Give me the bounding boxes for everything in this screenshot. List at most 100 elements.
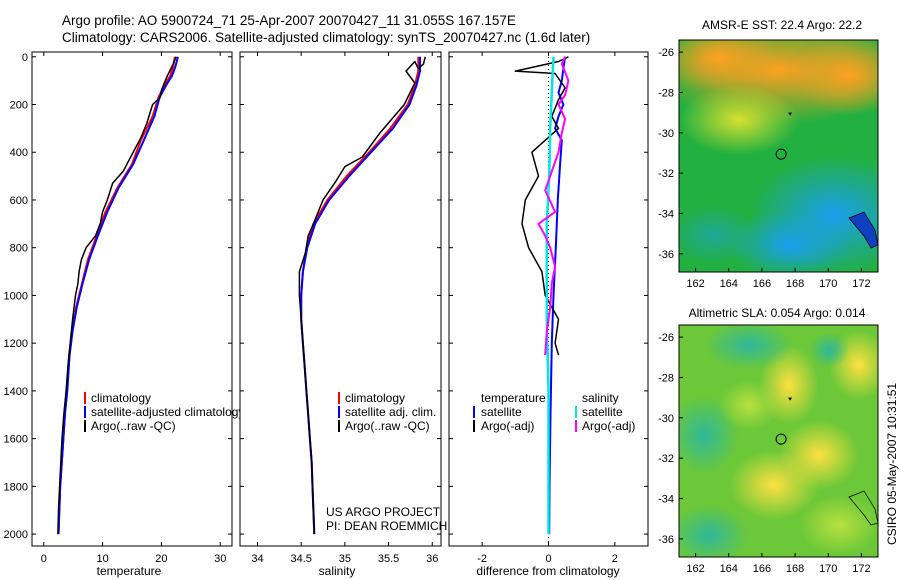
csiro-timestamp: CSIRO 05-May-2007 10:31:51: [885, 383, 899, 545]
lat-tick-label: -26: [658, 332, 674, 344]
x-tick-label: 36: [426, 553, 438, 565]
difference-legend: temperature satellite Argo(-adj) salinit…: [473, 391, 635, 433]
sst-map-image: [679, 40, 878, 272]
float-track-marker: [788, 397, 793, 401]
argo-position-marker: [775, 148, 787, 160]
argo-position-marker: [775, 433, 787, 445]
lat-tick-label: -36: [658, 249, 674, 261]
lon-tick-label: 162: [686, 563, 704, 575]
series-line-temperature-satellite: [548, 56, 567, 535]
lat-tick-label: -28: [658, 372, 674, 384]
salinity-panel: 34 34.5 35 35.5 36 salinity climatology sate…: [239, 51, 447, 578]
figure-title-line2: Climatology: CARS2006. Satellite-adjuste…: [62, 30, 590, 45]
figure-title-line1: Argo profile: AO 5900724_71 25-Apr-2007 …: [62, 13, 516, 28]
temperature-legend: climatology satellite-adjusted climatolo…: [84, 391, 244, 433]
lon-tick-label: 168: [786, 278, 804, 290]
depth-tick-label: 1600: [4, 434, 28, 446]
series-line-satellite-adjusted-climatology: [57, 56, 179, 535]
series-line-salinity-satellite: [545, 56, 555, 535]
depth-axis: 0 200 400 600 800 1000 1200 1400 1600 1800 2000: [4, 52, 232, 541]
salinity-x-axis: 34 34.5 35 35.5 36: [251, 52, 438, 565]
lon-tick-label: 164: [720, 278, 738, 290]
x-tick-label: 34.5: [290, 553, 311, 565]
lat-tick-label: -34: [658, 493, 674, 505]
lon-tick-label: 164: [720, 563, 738, 575]
sst-map-marks: [775, 112, 793, 160]
series-line-salinity-argo-adj: [537, 56, 570, 356]
lat-tick-label: -34: [658, 208, 674, 220]
legend-argo: Argo(..raw -QC): [345, 419, 430, 433]
temperature-panel: 0 200 400 600 800 1000 1200 1400 1600 1800 2000 0 1…: [4, 51, 244, 578]
x-tick-label: 0: [545, 553, 551, 565]
series-line-argo-raw-qc: [57, 56, 177, 535]
depth-tick-label: 200: [10, 100, 28, 112]
x-tick-label: 0: [41, 553, 47, 565]
lat-tick-label: -32: [658, 453, 674, 465]
sla-map: Altimetric SLA: 0.054 Argo: 0.014 162 164…: [658, 306, 879, 575]
temperature-axes-frame: [31, 51, 233, 547]
x-tick-label: 2: [612, 553, 618, 565]
depth-tick-label: 2000: [4, 529, 28, 541]
x-tick-label: -2: [477, 553, 487, 565]
lon-tick-label: 170: [819, 278, 837, 290]
lon-tick-label: 166: [753, 278, 771, 290]
difference-series: [514, 56, 570, 535]
difference-panel: -2 0 2 difference from climatology tempera…: [448, 51, 649, 578]
legend-climatology: climatology: [345, 391, 405, 405]
salinity-series: [298, 56, 427, 535]
sla-map-image: [679, 325, 878, 557]
sla-map-title: Altimetric SLA: 0.054 Argo: 0.014: [689, 306, 866, 320]
sst-map-ticks: 162 164 166 168 170 172 -26 -28 -30 -32 -34 -36: [658, 47, 871, 290]
difference-x-axis: -2 0 2: [477, 52, 618, 565]
lat-tick-label: -30: [658, 413, 674, 425]
x-tick-label: 35.5: [378, 553, 399, 565]
sla-map-frame: [678, 324, 879, 558]
sst-map-frame: [678, 39, 879, 273]
salinity-legend: climatology satellite adj. clim. Argo(..…: [338, 391, 436, 433]
legend-climatology: climatology: [91, 391, 151, 405]
sst-map: AMSR-E SST: 22.4 Argo: 22.2 162 164 166 168…: [658, 18, 879, 290]
salinity-axis-label: salinity: [319, 564, 356, 578]
lon-tick-label: 172: [852, 278, 870, 290]
legend-argo: Argo(..raw -QC): [91, 419, 176, 433]
temperature-series: [57, 56, 179, 535]
lon-tick-label: 166: [753, 563, 771, 575]
salinity-depth-ticks: [240, 56, 441, 535]
float-track-marker: [788, 112, 793, 116]
depth-tick-label: 1000: [4, 290, 28, 302]
lon-tick-label: 168: [786, 563, 804, 575]
legend-satellite-adj: satellite adj. clim.: [345, 405, 436, 419]
legend-salinity-header: salinity: [582, 391, 619, 405]
difference-depth-ticks: [449, 56, 648, 535]
x-tick-label: 35: [339, 553, 351, 565]
x-tick-label: 34: [251, 553, 263, 565]
project-credit: US ARGO PROJECT: [326, 505, 441, 519]
lat-tick-label: -30: [658, 128, 674, 140]
lon-tick-label: 162: [686, 278, 704, 290]
depth-tick-label: 1200: [4, 338, 28, 350]
lat-tick-label: -28: [658, 87, 674, 99]
lat-tick-label: -36: [658, 534, 674, 546]
depth-tick-label: 0: [22, 52, 28, 64]
difference-axis-label: difference from climatology: [476, 564, 619, 578]
salinity-axes-frame: [239, 51, 442, 547]
legend-temp-satellite: satellite: [481, 405, 522, 419]
x-tick-label: 30: [214, 553, 226, 565]
x-tick-label: 10: [96, 553, 108, 565]
lat-tick-label: -32: [658, 168, 674, 180]
legend-temperature-header: temperature: [481, 391, 546, 405]
sst-map-title: AMSR-E SST: 22.4 Argo: 22.2: [702, 18, 862, 32]
legend-sal-satellite: satellite: [582, 405, 623, 419]
depth-tick-label: 1800: [4, 481, 28, 493]
sla-map-marks: [775, 397, 793, 445]
lon-tick-label: 172: [852, 563, 870, 575]
depth-tick-label: 1400: [4, 386, 28, 398]
depth-tick-label: 800: [10, 243, 28, 255]
sla-map-ticks: 162 164 166 168 170 172 -26 -28 -30 -32 -34 -36: [658, 332, 871, 575]
pi-credit: PI: DEAN ROEMMICH: [326, 519, 447, 533]
depth-tick-label: 600: [10, 195, 28, 207]
legend-satellite-adjusted: satellite-adjusted climatology: [91, 405, 244, 419]
temperature-x-axis: 0 10 20 30: [41, 52, 226, 565]
x-tick-label: 20: [155, 553, 167, 565]
